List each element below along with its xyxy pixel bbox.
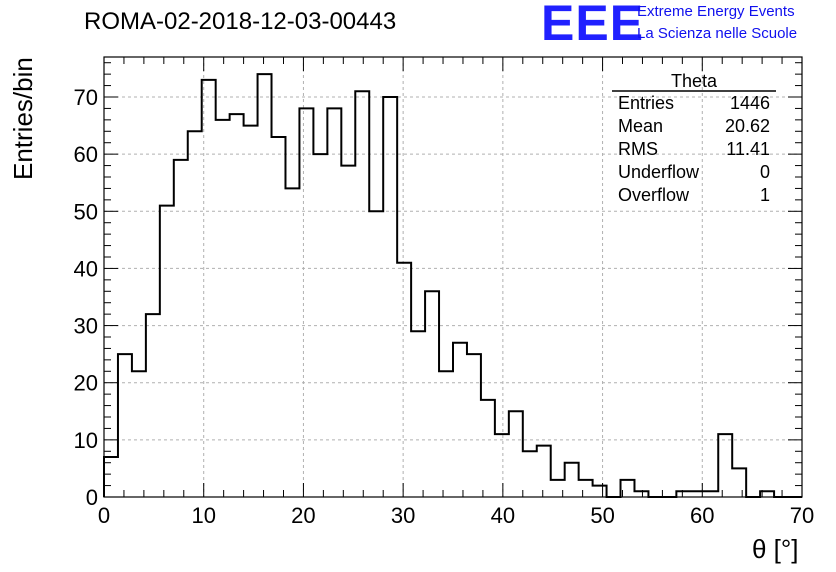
histogram-bin xyxy=(537,446,551,497)
stats-mean-value: 20.62 xyxy=(724,116,770,136)
stats-underflow-value: 0 xyxy=(759,162,770,182)
histogram-bin xyxy=(495,434,509,497)
histogram-bin xyxy=(327,108,341,497)
histogram-bin xyxy=(355,91,369,497)
histogram-bin xyxy=(272,137,286,497)
histogram-bin xyxy=(383,97,397,497)
histogram-bin xyxy=(146,314,160,497)
histogram-bin xyxy=(174,160,188,497)
y-tick-label: 20 xyxy=(74,371,98,396)
x-tick-label: 10 xyxy=(191,503,215,528)
histogram-bin xyxy=(732,468,746,497)
stats-mean-label: Mean xyxy=(618,116,664,136)
stats-rms-label: RMS xyxy=(618,139,658,159)
histogram-bin xyxy=(202,80,216,497)
y-tick-label: 10 xyxy=(74,428,98,453)
histogram-bin xyxy=(188,131,202,497)
histogram-bin xyxy=(132,371,146,497)
histogram-bin xyxy=(369,211,383,497)
chart-title: ROMA-02-2018-12-03-00443 xyxy=(84,8,397,35)
histogram-bin xyxy=(160,206,174,497)
stats-row-underflow: Underflow 0 xyxy=(618,162,770,184)
x-tick-label: 20 xyxy=(291,503,315,528)
x-tick-label: 40 xyxy=(491,503,515,528)
histogram-bin xyxy=(453,343,467,497)
histogram-bin xyxy=(565,463,579,497)
histogram-bin xyxy=(676,491,690,497)
logo-line-2: La Scienza nelle Scuole xyxy=(637,25,798,42)
x-tick-label: 60 xyxy=(690,503,714,528)
y-tick-label: 60 xyxy=(74,142,98,167)
stats-rms-value: 11.41 xyxy=(726,139,770,159)
histogram-bin xyxy=(425,291,439,497)
stats-underflow-label: Underflow xyxy=(618,162,700,182)
x-tick-label: 0 xyxy=(98,503,110,528)
histogram-bin xyxy=(481,400,495,497)
histogram-bin xyxy=(718,434,732,497)
x-tick-label: 70 xyxy=(790,503,814,528)
histogram-bin xyxy=(523,451,537,497)
histogram-bin xyxy=(244,126,258,497)
grid-lines xyxy=(104,57,802,497)
histogram-bin xyxy=(397,263,411,497)
histogram-bin xyxy=(299,108,313,497)
axes xyxy=(103,56,803,498)
y-tick-label: 40 xyxy=(74,256,98,281)
histogram-bin xyxy=(258,74,272,497)
histogram-bin xyxy=(439,371,453,497)
histogram-bin xyxy=(341,166,355,497)
histogram-bin xyxy=(313,154,327,497)
stats-row-overflow: Overflow 1 xyxy=(618,185,770,207)
histogram-bin xyxy=(230,114,244,497)
x-tick-label: 30 xyxy=(391,503,415,528)
stats-row-rms: RMS 11.41 xyxy=(618,139,770,161)
histogram-bin xyxy=(509,411,523,497)
histogram-bin xyxy=(285,188,299,497)
logo-line-1: Extreme Energy Events xyxy=(637,3,795,20)
histogram-bin xyxy=(216,120,230,497)
y-axis-label: Entries/bin xyxy=(8,57,38,180)
y-tick-label: 0 xyxy=(86,485,98,510)
y-tick-label: 50 xyxy=(74,199,98,224)
plot-frame xyxy=(103,56,803,498)
x-axis-label: θ [°] xyxy=(752,534,799,564)
stats-entries-label: Entries xyxy=(618,93,675,113)
stats-entries-value: 1446 xyxy=(729,93,770,113)
histogram-bin xyxy=(704,491,718,497)
x-tick-label: 50 xyxy=(590,503,614,528)
stats-overflow-value: 1 xyxy=(759,185,770,205)
y-tick-label: 70 xyxy=(74,85,98,110)
histogram-bin xyxy=(411,331,425,497)
stats-box-title: Theta xyxy=(670,71,718,91)
stats-row-entries: Entries 1446 xyxy=(618,93,770,115)
histogram-bin xyxy=(579,480,593,497)
histogram-bin xyxy=(118,354,132,497)
y-tick-label: 30 xyxy=(74,314,98,339)
histogram-bin xyxy=(593,486,607,497)
stats-overflow-label: Overflow xyxy=(618,185,690,205)
histogram-bin xyxy=(467,354,481,497)
eee-logo: EEE xyxy=(541,0,645,51)
stats-row-mean: Mean 20.62 xyxy=(618,116,770,138)
histogram-bin xyxy=(634,491,648,497)
